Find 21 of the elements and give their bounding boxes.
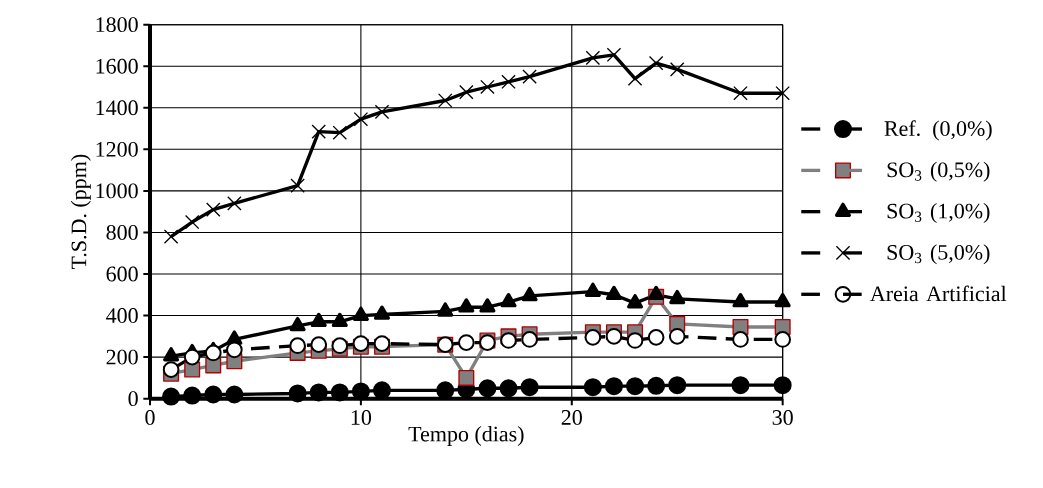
x-tick-label: 10: [351, 410, 372, 425]
y-tick-label: 1000: [96, 183, 138, 199]
y-tick-label: 1400: [96, 100, 138, 116]
y-tick-label: 800: [106, 225, 138, 240]
legend-label: Ref. (0,0%): [884, 120, 992, 141]
legend-label: SO$_{3}$ (0,5%): [887, 161, 990, 182]
y-tick-label: 1200: [96, 141, 138, 157]
y-tick-label: 1600: [96, 58, 138, 74]
y-axis-title: T.S.D. (ppm): [70, 154, 91, 270]
y-tick-label: 0: [128, 391, 138, 407]
x-tick-label: 0: [145, 410, 155, 425]
y-tick-label: 200: [106, 349, 138, 365]
x-tick-label: 30: [772, 410, 793, 425]
x-tick-label: 20: [561, 410, 582, 425]
y-tick-label: 1800: [96, 17, 138, 33]
legend-label: SO$_{3}$ (5,0%): [887, 244, 990, 265]
y-tick-label: 400: [106, 308, 138, 323]
legend-label: SO$_{3}$ (1,0%): [887, 203, 990, 223]
legend-label: Areia Artificial: [870, 285, 1007, 302]
x-axis-title: Tempo (dias): [408, 426, 524, 446]
y-tick-label: 600: [106, 266, 138, 282]
